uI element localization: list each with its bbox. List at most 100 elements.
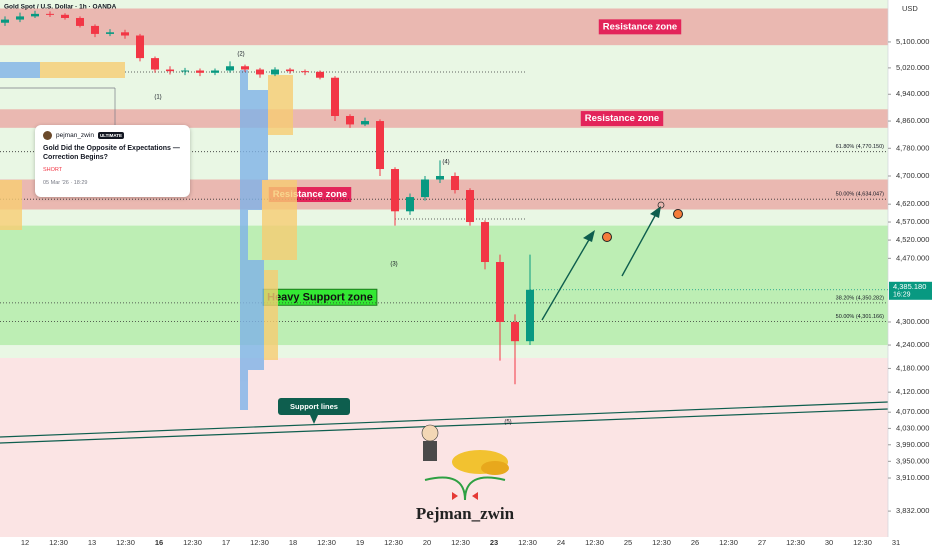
x-tick-label: 27 (758, 538, 766, 547)
avatar (43, 131, 52, 140)
candle-body (256, 69, 264, 75)
y-tick-label: 4,240.000 (896, 340, 929, 349)
zone (0, 109, 888, 128)
zone-label-box (598, 19, 682, 35)
y-tick-label: 4,070.000 (896, 407, 929, 416)
y-tick-label: 4,470.000 (896, 253, 929, 262)
x-tick-label: 12:30 (719, 538, 738, 547)
x-tick-label: 12:30 (652, 538, 671, 547)
x-tick-label: 16 (155, 538, 163, 547)
support-callout: Support lines (278, 398, 350, 424)
candle-body (121, 32, 129, 36)
badge: ULTIMATE (97, 132, 125, 139)
x-tick-label: 12:30 (317, 538, 336, 547)
card-user: pejman_zwin ULTIMATE (43, 131, 182, 140)
candle-body (526, 289, 534, 342)
x-tick-label: 12:30 (183, 538, 202, 547)
username: pejman_zwin (56, 132, 94, 139)
candle-body (166, 69, 174, 72)
wave-label: (4) (442, 160, 449, 166)
candle-body (421, 179, 429, 198)
fib-label: 50.00% (4,634.047) (836, 192, 884, 198)
y-tick-label: 3,950.000 (896, 456, 929, 465)
card-date: 05 Mar '26 · 18:29 (43, 179, 88, 186)
watermark: Pejman_zwin (416, 504, 515, 523)
price-axis (888, 0, 932, 550)
candle-body (271, 69, 279, 75)
time-axis (0, 537, 888, 550)
zone-label: Resistance zone (603, 21, 677, 32)
candle-body (76, 17, 84, 26)
x-tick-label: 30 (825, 538, 833, 547)
candle-body (301, 71, 309, 73)
zone-label-box (580, 111, 664, 127)
lower-background (0, 358, 888, 537)
y-tick-label: 4,860.000 (896, 116, 929, 125)
candle-body (496, 262, 504, 322)
support-line (0, 408, 889, 444)
candle-body (376, 121, 384, 170)
x-tick-label: 12:30 (853, 538, 872, 547)
x-tick-label: 18 (289, 538, 297, 547)
projection-arrows (541, 201, 683, 321)
candle-body (91, 25, 99, 34)
candle-body (331, 77, 339, 116)
idea-card[interactable]: pejman_zwin ULTIMATE Gold Did the Opposit… (35, 125, 190, 197)
fib-label: 61.80% (4,770.150) (836, 144, 884, 150)
x-tick-label: 12:30 (116, 538, 135, 547)
candle-body (211, 70, 219, 73)
countdown: 16:29 (893, 292, 911, 299)
candle-body (16, 16, 24, 20)
wave-label: (3) (390, 262, 397, 268)
candle-body (31, 13, 39, 17)
x-tick-label: 12:30 (250, 538, 269, 547)
x-tick-label: 12:30 (384, 538, 403, 547)
candle-body (136, 35, 144, 59)
candle-body (61, 14, 69, 18)
support-line (0, 401, 889, 438)
candle-body (181, 70, 189, 72)
y-tick-label: 5,100.000 (896, 37, 929, 46)
y-tick-label: 4,300.000 (896, 317, 929, 326)
x-tick-label: 12:30 (49, 538, 68, 547)
y-tick-label: 4,030.000 (896, 423, 929, 432)
x-tick-label: 26 (691, 538, 699, 547)
y-tick-label: 3,910.000 (896, 473, 929, 482)
candle-body (106, 32, 114, 34)
candle-body (196, 70, 204, 73)
zone (0, 225, 888, 346)
card-title: Gold Did the Opposite of Expectations — … (43, 145, 180, 161)
candle-body (316, 71, 324, 78)
candle-body (151, 58, 159, 70)
x-tick-label: 17 (222, 538, 230, 547)
candle-body (406, 197, 414, 212)
x-tick-label: 12:30 (585, 538, 604, 547)
y-tick-label: 5,020.000 (896, 63, 929, 72)
y-tick-label: 3,990.000 (896, 440, 929, 449)
candle-body (1, 19, 9, 23)
chart-title: Gold Spot / U.S. Dollar · 1h · OANDA (4, 4, 117, 11)
wave-label: (5) (504, 420, 511, 426)
candle-body (451, 175, 459, 191)
y-tick-label: 4,700.000 (896, 171, 929, 180)
x-tick-label: 24 (557, 538, 565, 547)
y-tick-label: 4,120.000 (896, 387, 929, 396)
wave-label: (1) (154, 95, 161, 101)
y-tick-label: 4,180.000 (896, 363, 929, 372)
candle-body (466, 190, 474, 223)
y-tick-label: 3,832.000 (896, 506, 929, 515)
x-tick-label: 12:30 (518, 538, 537, 547)
last-price-tag (889, 281, 932, 300)
candle-body (46, 13, 54, 15)
zone (0, 8, 888, 46)
x-tick-label: 12:30 (786, 538, 805, 547)
x-tick-label: 13 (88, 538, 96, 547)
zone-label: Heavy Support zone (267, 291, 373, 303)
y-tick-label: 4,570.000 (896, 217, 929, 226)
x-tick-label: 31 (892, 538, 900, 547)
candle-body (346, 115, 354, 125)
candle-body (226, 66, 234, 71)
candle-body (511, 321, 519, 342)
fib-label: 50.00% (4,301.166) (836, 314, 884, 320)
